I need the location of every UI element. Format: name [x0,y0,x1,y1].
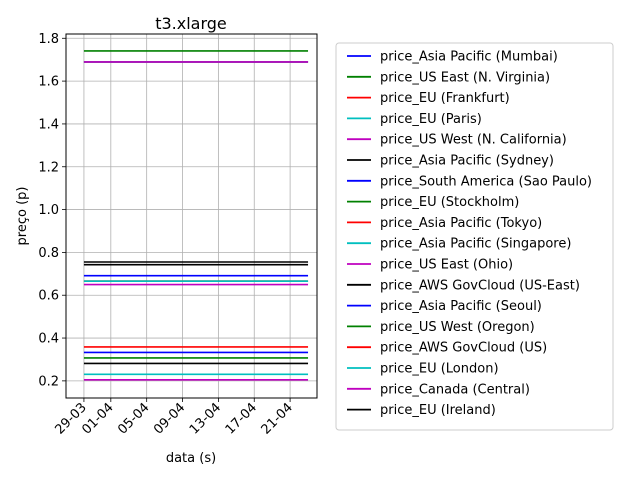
legend-label: price_EU (Ireland) [380,403,496,418]
grid-lines [66,34,317,398]
legend-item: price_EU (London) [347,362,499,377]
legend-label: price_Asia Pacific (Sydney) [380,154,554,169]
y-tick-label: 0.8 [38,246,59,261]
legend-label: price_EU (Paris) [380,112,482,127]
legend-label: price_Asia Pacific (Tokyo) [380,216,542,231]
legend-label: price_EU (London) [380,362,499,377]
legend-label: price_AWS GovCloud (US-East) [380,278,580,293]
plot-frame [65,33,318,399]
series-lines [83,50,309,381]
legend-label: price_Asia Pacific (Singapore) [380,237,571,252]
legend-label: price_US East (N. Virginia) [380,70,550,85]
y-tick-label: 0.2 [38,374,59,389]
x-axis-title: data (s) [166,451,216,466]
y-tick-label: 0.4 [38,332,59,347]
legend-item: price_EU (Stockholm) [347,195,519,210]
legend-item: price_AWS GovCloud (US-East) [347,278,580,293]
y-axis-title: preço (p) [15,187,30,246]
legend-item: price_US East (Ohio) [347,258,513,273]
legend-label: price_US West (Oregon) [380,320,535,335]
legend-item: price_Asia Pacific (Sydney) [347,154,554,169]
legend-item: price_Asia Pacific (Mumbai) [347,50,558,65]
y-tick-label: 1.2 [38,160,59,175]
legend-label: price_Asia Pacific (Seoul) [380,299,542,314]
legend-item: price_EU (Ireland) [347,403,496,418]
y-tick-label: 1.4 [38,117,59,132]
legend-item: price_AWS GovCloud (US) [347,341,547,356]
legend-label: price_South America (Sao Paulo) [380,174,592,189]
legend-item: price_EU (Paris) [347,112,482,127]
legend-label: price_Canada (Central) [380,382,530,397]
legend-label: price_US West (N. California) [380,133,567,148]
legend-frame [335,42,614,431]
y-axis-ticks: 0.2 0.4 0.6 0.8 1.0 1.2 1.4 1.6 1.8 [38,32,66,389]
y-tick-label: 1.8 [38,32,59,47]
legend-item: price_Asia Pacific (Seoul) [347,299,542,314]
legend-label: price_AWS GovCloud (US) [380,341,547,356]
chart-title: t3.xlarge [155,14,227,33]
legend-item: price_EU (Frankfurt) [347,91,510,106]
legend-item: price_US West (Oregon) [347,320,535,335]
y-tick-label: 1.6 [38,75,59,90]
legend-item: price_South America (Sao Paulo) [347,174,592,189]
legend-label: price_Asia Pacific (Mumbai) [380,50,558,65]
legend-item: price_US West (N. California) [347,133,567,148]
legend-label: price_US East (Ohio) [380,258,513,273]
y-tick-label: 1.0 [38,203,59,218]
legend: price_Asia Pacific (Mumbai) price_US East… [335,42,614,431]
legend-label: price_EU (Frankfurt) [380,91,510,106]
legend-item: price_Asia Pacific (Singapore) [347,237,571,252]
legend-item: price_US East (N. Virginia) [347,70,550,85]
legend-label: price_EU (Stockholm) [380,195,519,210]
legend-item: price_Asia Pacific (Tokyo) [347,216,542,231]
legend-item: price_Canada (Central) [347,382,530,397]
y-tick-label: 0.6 [38,289,59,304]
